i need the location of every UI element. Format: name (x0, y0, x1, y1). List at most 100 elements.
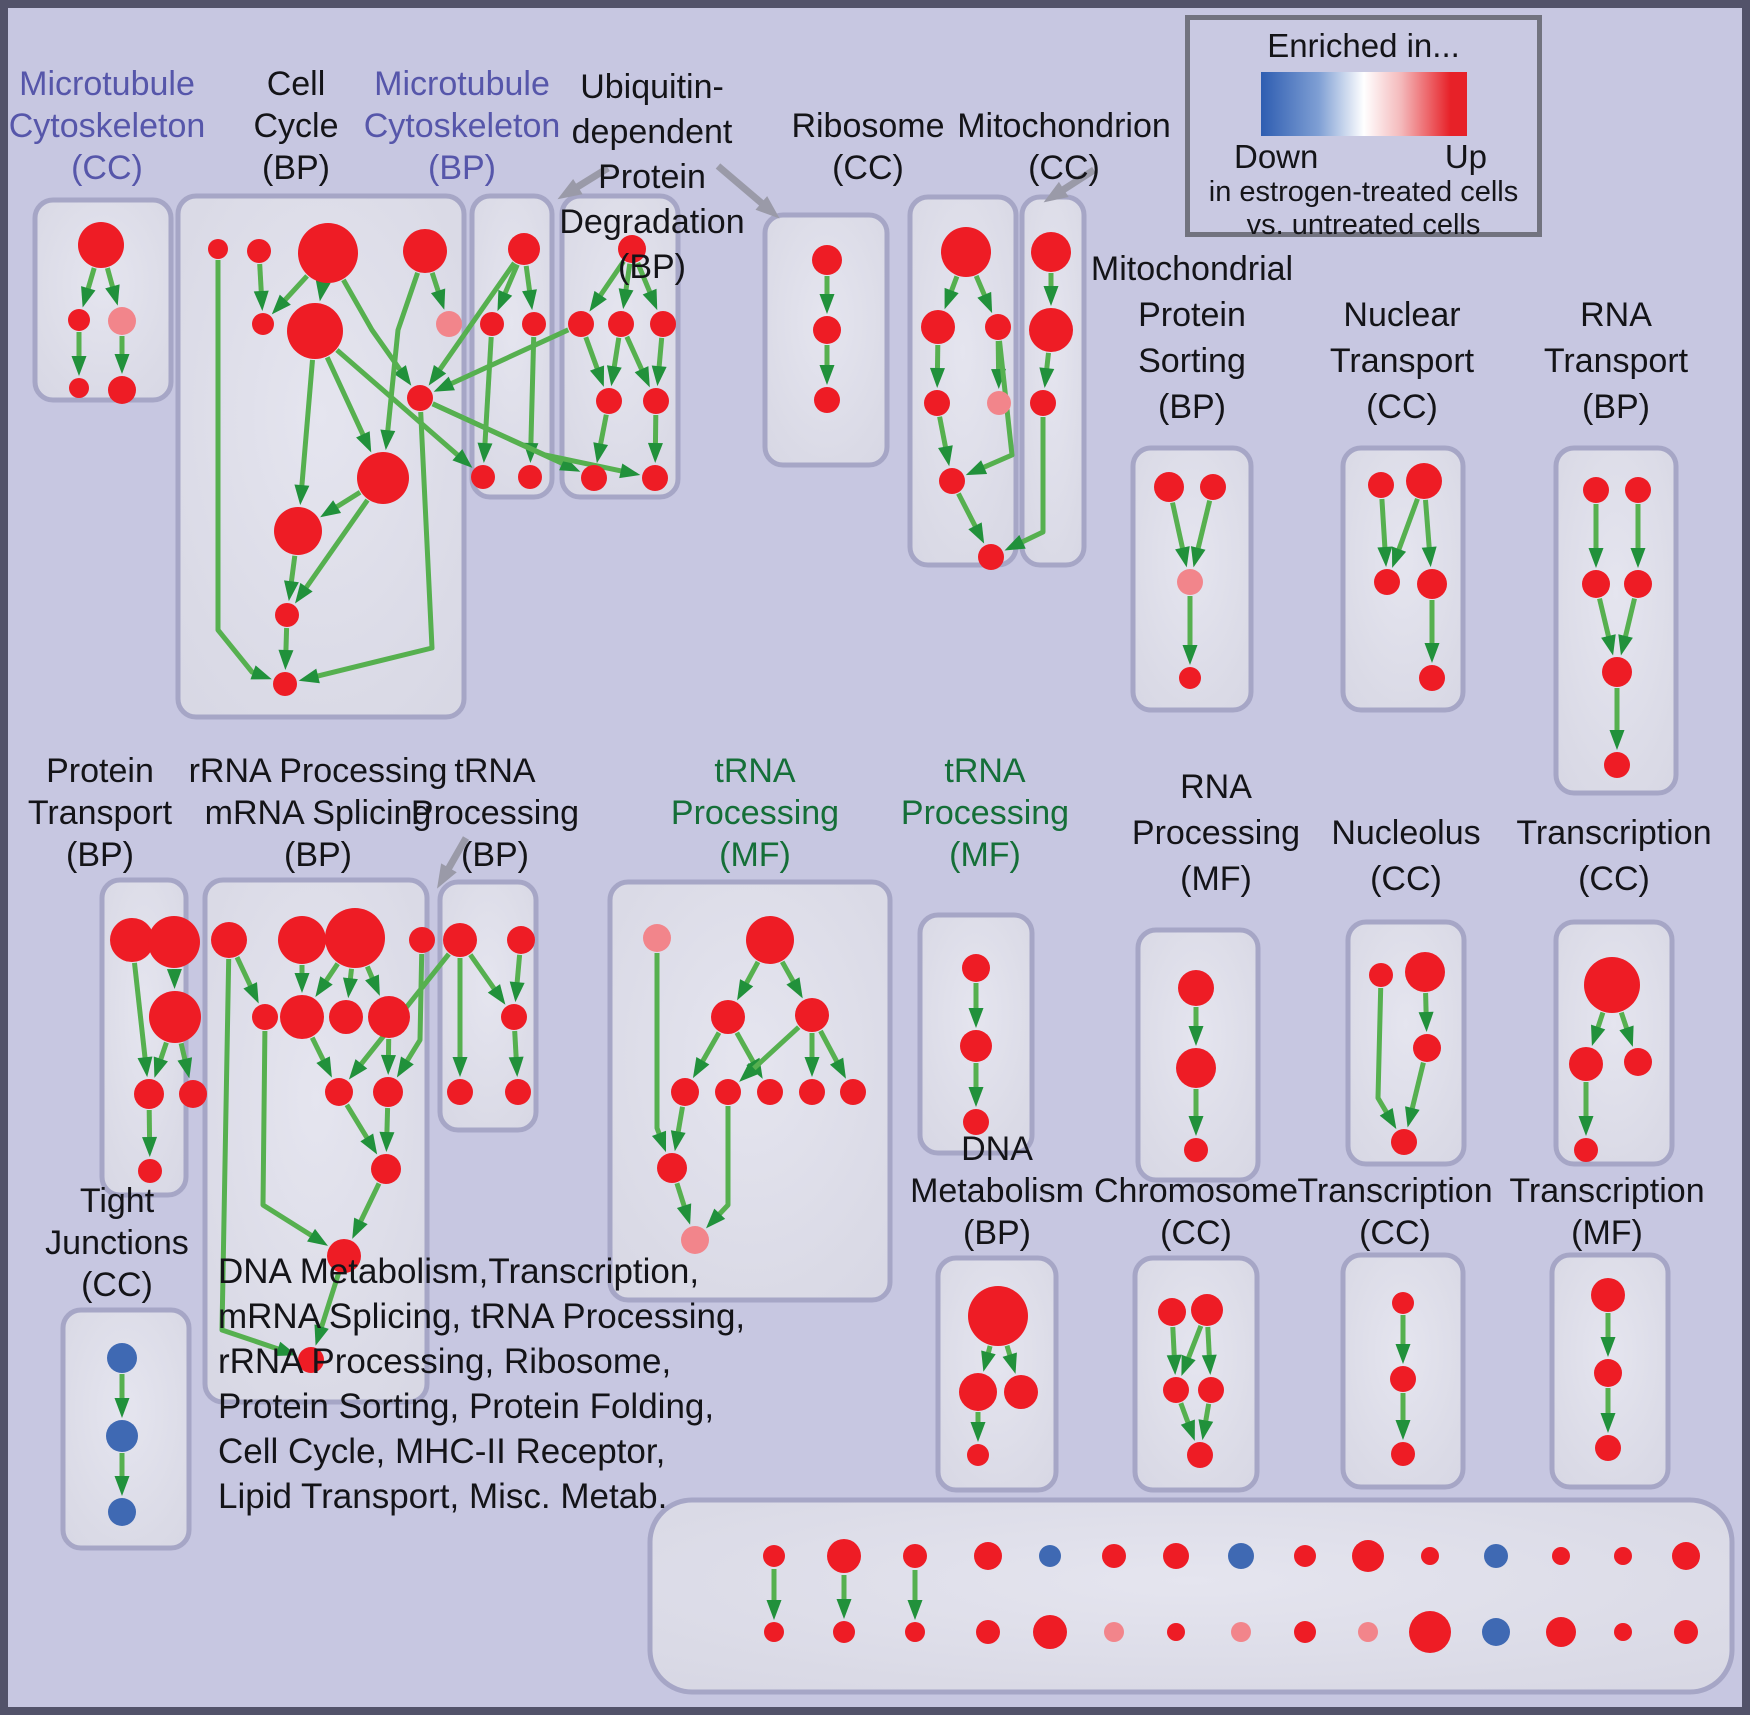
go-term-node-up (1413, 1034, 1441, 1062)
go-term-node-up (1614, 1623, 1632, 1641)
edge-arrow (937, 416, 953, 467)
go-term-node-up (443, 923, 477, 957)
go-term-node-up (608, 311, 634, 337)
edge-arrow (509, 954, 525, 1003)
go-term-node-up (757, 1079, 783, 1105)
edge-arrow (692, 1031, 722, 1079)
edge-arrow (379, 1107, 395, 1152)
edge-arrow (674, 1182, 692, 1225)
summary-line: Cell Cycle, MHC-II Receptor, (218, 1432, 666, 1471)
go-term-node-up (812, 245, 842, 275)
group-label-nucleolus: Nucleolus (1331, 814, 1480, 852)
go-term-node-up (110, 918, 154, 962)
group-label-microtubule-cytoskeleton-bp: (BP) (428, 149, 496, 187)
group-label-ribosome: (CC) (832, 149, 904, 187)
edge-arrow (583, 336, 605, 387)
go-term-node-up (711, 1000, 745, 1034)
go-term-node-up (985, 314, 1011, 340)
go-term-node-up (671, 1078, 699, 1106)
go-term-node-up (403, 229, 447, 273)
legend-caption-line2: vs. untreated cells (1246, 209, 1481, 241)
group-label-rrna-mrna: (BP) (284, 836, 352, 874)
edge-arrow (315, 280, 331, 302)
go-term-node-up (827, 1539, 861, 1573)
go-term-node-up (924, 390, 950, 416)
go-term-node-up (1184, 1138, 1208, 1162)
edge-arrow (1170, 502, 1190, 568)
group-label-transcription-cc-mid: Transcription (1516, 814, 1711, 852)
go-term-node-mixed (1358, 1622, 1378, 1642)
group-label-transcription-cc-bottom: Transcription (1297, 1172, 1492, 1210)
go-term-node-up (939, 468, 965, 494)
edge-arrow (294, 359, 315, 506)
go-term-node-up (642, 465, 668, 491)
go-term-node-up (1163, 1543, 1189, 1569)
summary-line: rRNA Processing, Ribosome, (218, 1342, 672, 1381)
summary-text-block: DNA Metabolism,Transcription, mRNA Splic… (218, 1249, 745, 1519)
label-pointer-arrow (1043, 167, 1096, 203)
go-term-node-up (1374, 569, 1400, 595)
go-term-node-up (138, 1159, 162, 1183)
group-label-nuclear-transport: Nuclear (1343, 296, 1460, 334)
go-term-node-up (1369, 963, 1393, 987)
go-term-node-up (274, 507, 322, 555)
edge-arrow (523, 336, 539, 463)
edge-arrow (429, 272, 446, 310)
edge-arrow (818, 1029, 846, 1079)
edge-arrow (1377, 498, 1393, 567)
go-term-node-up (447, 1079, 473, 1105)
go-term-node-up (1625, 477, 1651, 503)
go-term-node-up (813, 316, 841, 344)
go-term-node-up (1200, 474, 1226, 500)
summary-line: Protein Sorting, Protein Folding, (218, 1387, 715, 1426)
group-label-microtubule-cytoskeleton-bp: Cytoskeleton (364, 107, 561, 145)
go-term-node-up (1294, 1621, 1316, 1643)
go-term-node-up (1614, 1547, 1632, 1565)
group-label-tight-junctions: Tight (80, 1182, 155, 1220)
go-term-node-up (1102, 1544, 1126, 1568)
go-term-node-up (1604, 752, 1630, 778)
go-term-node-up (795, 998, 829, 1032)
summary-line: DNA Metabolism,Transcription, (218, 1252, 700, 1291)
edge-arrow (431, 401, 641, 479)
go-term-node-up (1198, 1377, 1224, 1403)
go-term-node-up (252, 1004, 278, 1030)
edge-arrow (314, 1272, 341, 1346)
go-term-node-up (974, 1542, 1002, 1570)
edge-arrow (271, 274, 309, 315)
edge-arrow (1421, 499, 1437, 568)
go-term-node-up (596, 388, 622, 414)
go-term-node-down (106, 1420, 138, 1452)
edge-arrow (477, 336, 494, 463)
edge-arrow (1391, 497, 1420, 568)
group-label-transcription-mf: Transcription (1509, 1172, 1704, 1210)
go-term-node-up (1391, 1129, 1417, 1155)
group-label-trna-processing-mf-1: (MF) (719, 836, 791, 874)
group-label-rna-transport: Transport (1544, 342, 1689, 380)
go-term-node-up (905, 1622, 925, 1642)
group-label-rna-processing-mf: (MF) (1180, 860, 1252, 898)
edge-arrow (1181, 1324, 1204, 1377)
go-term-node-up (357, 452, 409, 504)
group-label-chromosome: (CC) (1160, 1214, 1232, 1252)
label-pointer-arrow (437, 836, 470, 889)
go-term-node-up (325, 1078, 353, 1106)
legend-title: Enriched in... (1267, 27, 1460, 64)
group-label-rna-transport: (BP) (1582, 388, 1650, 426)
go-term-node-up (505, 1079, 531, 1105)
go-term-node-up (1583, 477, 1609, 503)
go-term-node-up (327, 1239, 361, 1273)
go-term-node-up (1624, 1048, 1652, 1076)
go-term-node-up (1406, 463, 1442, 499)
go-term-node-up (963, 1109, 989, 1135)
go-term-node-up (252, 313, 274, 335)
go-term-node-up (1004, 1375, 1038, 1409)
go-term-node-up (149, 991, 201, 1043)
edge-arrow (780, 960, 803, 999)
go-term-node-up (179, 1080, 207, 1108)
edge-arrow (1597, 598, 1616, 656)
go-term-node-up (959, 1373, 997, 1411)
go-term-node-up (1368, 472, 1394, 498)
group-label-rna-transport: RNA (1580, 296, 1652, 334)
group-label-microtubule-cytoskeleton-bp: Microtubule (374, 65, 550, 103)
